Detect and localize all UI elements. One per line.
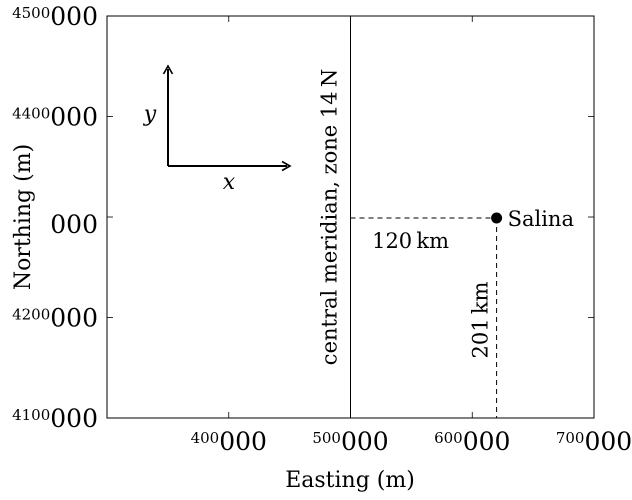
y-tick-label: 4500000 [12,2,98,31]
northing-distance-label: 201 km [469,281,493,358]
coordinate-axes-legend [162,64,292,172]
x-axis-label: Easting (m) [285,468,415,493]
x-tick-label: 700000 [556,427,632,456]
easting-distance-label: 120 km [372,229,449,253]
y-arrow-head [162,64,174,75]
y-tick-label: 4100000 [12,404,98,433]
salina-point [491,212,503,224]
y-tick-labels: 4100000 4200000 000 4400000 4500000 [12,2,98,433]
y-tick-label: 4200000 [12,304,98,333]
y-tick-label: 000 [50,210,98,239]
y-axis-label: Northing (m) [11,144,36,290]
x-tick-label: 500000 [312,427,388,456]
legend-y-label: y [143,102,157,127]
y-tick-label: 4400000 [12,103,98,132]
x-tick-label: 600000 [434,427,510,456]
x-arrow-head [281,160,292,172]
salina-label: Salina [508,207,574,231]
x-tick-label: 400000 [191,427,267,456]
central-meridian-label: central meridian, zone 14 N [318,69,342,365]
legend-x-label: x [223,170,236,195]
x-tick-labels: 400000 500000 600000 700000 [191,427,632,456]
